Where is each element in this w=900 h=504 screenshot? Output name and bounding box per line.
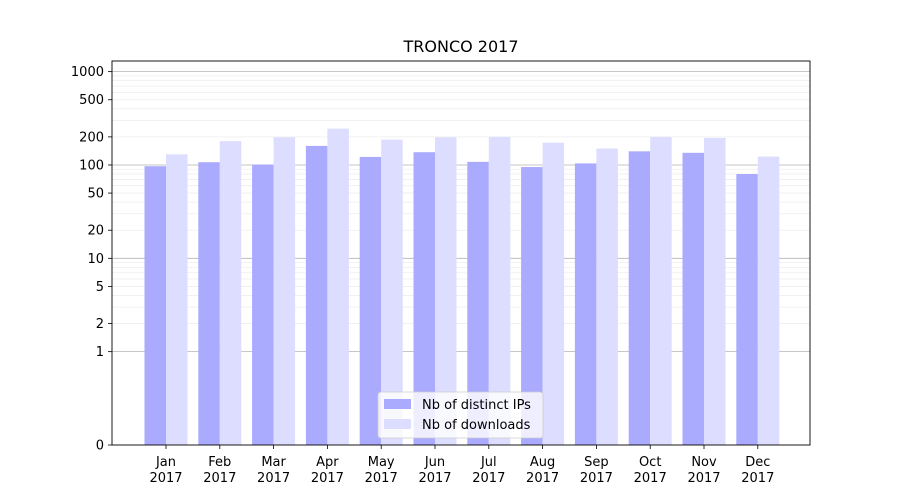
x-tick-label: Oct 2017 [634, 455, 667, 486]
bar-distinct-ips [521, 167, 543, 445]
x-tick-label: Apr 2017 [311, 455, 344, 486]
bar-downloads [327, 128, 349, 446]
bar-distinct-ips [682, 152, 704, 445]
y-tick-label: 50 [87, 187, 104, 202]
bar-distinct-ips [252, 164, 274, 445]
x-tick-label: Jul 2017 [472, 455, 505, 486]
bar-distinct-ips [144, 166, 166, 446]
bars [144, 128, 780, 446]
bar-downloads [435, 137, 457, 445]
y-tick-label: 200 [79, 130, 104, 145]
bar-distinct-ips [467, 161, 489, 446]
x-tick-label: May 2017 [365, 455, 398, 486]
x-tick-label: Aug 2017 [526, 455, 559, 486]
y-tick-label: 100 [79, 158, 104, 173]
bar-downloads [488, 136, 511, 445]
legend-label: Nb of distinct IPs [422, 398, 531, 413]
bar-downloads [542, 142, 565, 446]
x-tick-label: Dec 2017 [741, 455, 774, 486]
y-tick-label: 1 [96, 345, 104, 360]
bar-distinct-ips [736, 174, 758, 445]
y-tick-label: 10 [87, 252, 104, 267]
y-tick-label: 1000 [71, 65, 104, 80]
x-tick-label: Jan 2017 [149, 455, 182, 486]
legend-swatch [384, 419, 411, 429]
x-tick-label: Mar 2017 [257, 455, 290, 486]
chart-title: TRONCO 2017 [402, 37, 518, 56]
bar-distinct-ips [198, 162, 220, 445]
legend-label: Nb of downloads [422, 418, 531, 433]
y-tick-label: 2 [96, 317, 104, 332]
x-tick-label: Nov 2017 [687, 455, 720, 486]
bar-downloads [273, 137, 296, 445]
bar-downloads [704, 137, 726, 445]
bar-distinct-ips [628, 151, 651, 445]
bar-downloads [166, 154, 188, 445]
bar-distinct-ips [305, 145, 328, 445]
x-tick-label: Jun 2017 [418, 455, 451, 486]
x-tick-label: Feb 2017 [203, 455, 236, 486]
bar-distinct-ips [413, 152, 435, 445]
bar-downloads [650, 136, 672, 445]
bar-downloads [219, 141, 242, 445]
x-tick-label: Sep 2017 [580, 455, 613, 486]
y-tick-label: 0 [96, 439, 104, 454]
bar-downloads [381, 139, 403, 445]
legend-box [377, 391, 544, 439]
plot-frame [111, 60, 811, 446]
y-tick-label: 500 [79, 93, 104, 108]
bar-distinct-ips [574, 163, 597, 446]
bar-downloads [757, 156, 780, 446]
bar-downloads [596, 148, 618, 445]
y-tick-label: 20 [87, 224, 104, 239]
legend-swatch [384, 399, 411, 409]
legend: Nb of distinct IPs Nb of downloads [377, 391, 544, 439]
y-tick-label: 5 [96, 280, 104, 295]
bar-distinct-ips [359, 156, 382, 445]
axes: Jan 2017 Feb 2017 Mar 2017 Apr 2017 May 2017 Jun 20… [71, 60, 811, 486]
